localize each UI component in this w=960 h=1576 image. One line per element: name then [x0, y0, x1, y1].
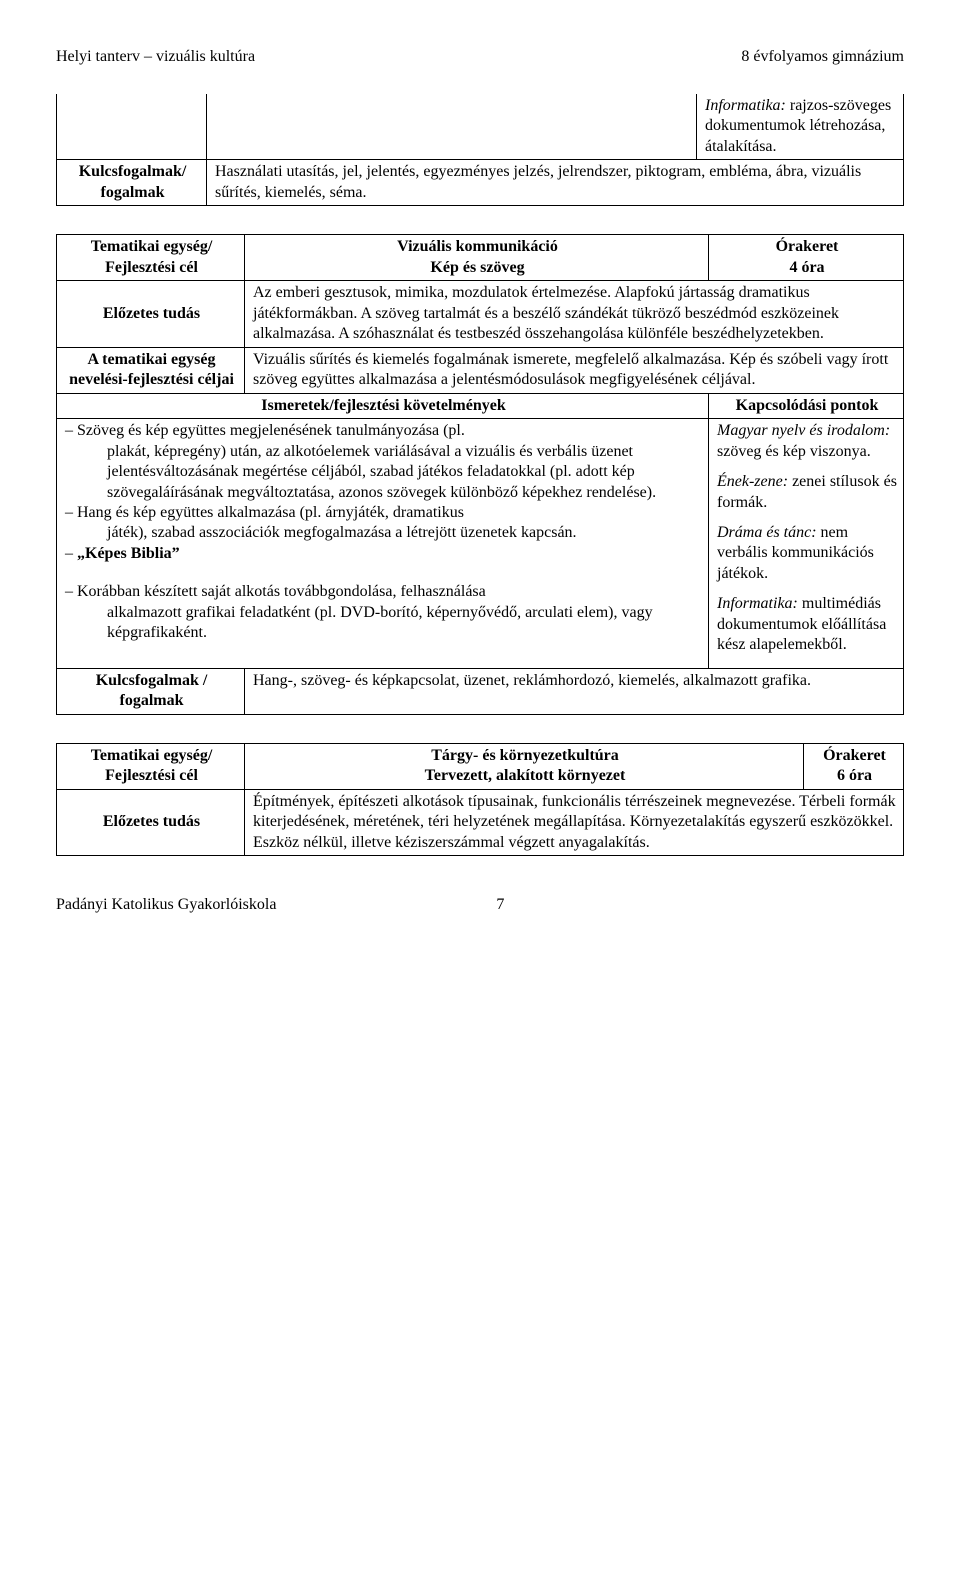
- connect-item: Informatika: multimédiás dokumentumok el…: [717, 594, 897, 655]
- footer-school: Padányi Katolikus Gyakorlóiskola: [56, 896, 276, 914]
- cell-kapcsolodasi-header: Kapcsolódási pontok: [709, 393, 904, 418]
- cell-orakeret: Órakeret 4 óra: [709, 235, 904, 281]
- title-line2: Tervezett, alakított környezet: [425, 767, 626, 784]
- cell-tematikai-label: Tematikai egység/ Fejlesztési cél: [57, 743, 245, 789]
- cell-ismeretek-body: Szöveg és kép együttes megjelenésének ta…: [57, 419, 709, 669]
- table-kulcsfogalmak-top: Informatika: rajzos-szöveges dokumentumo…: [56, 94, 904, 206]
- bullet-item: „Képes Biblia”: [79, 544, 702, 564]
- empty-cell: [207, 94, 697, 160]
- cell-kulcsfogalmak2-label: Kulcsfogalmak / fogalmak: [57, 668, 245, 714]
- page-footer: Padányi Katolikus Gyakorlóiskola 7: [56, 896, 904, 914]
- cell-kulcsfogalmak2-text: Hang-, szöveg- és képkapcsolat, üzenet, …: [245, 668, 904, 714]
- page-header: Helyi tanterv – vizuális kultúra 8 évfol…: [56, 48, 904, 66]
- cell-elozetes-text: Építmények, építészeti alkotások típusai…: [245, 789, 904, 855]
- cell-tematikai-title: Vizuális kommunikáció Kép és szöveg: [245, 235, 709, 281]
- cell-celjai-text: Vizuális sűrítés és kiemelés fogalmának …: [245, 347, 904, 393]
- connect-item: Magyar nyelv és irodalom: szöveg és kép …: [717, 421, 897, 462]
- title-line1: Tárgy- és környezetkultúra: [431, 747, 619, 764]
- orakeret-label: Órakeret: [776, 238, 839, 255]
- orakeret-value: 4 óra: [789, 259, 824, 276]
- bullet-item: Szöveg és kép együttes megjelenésének ta…: [79, 421, 702, 503]
- header-left: Helyi tanterv – vizuális kultúra: [56, 48, 255, 66]
- orakeret-value: 6 óra: [837, 767, 872, 784]
- cell-elozetes-label: Előzetes tudás: [57, 789, 245, 855]
- bullet-list: Szöveg és kép együttes megjelenésének ta…: [65, 421, 702, 644]
- empty-cell: [57, 94, 207, 160]
- orakeret-label: Órakeret: [823, 747, 886, 764]
- footer-page-number: 7: [496, 896, 504, 914]
- table-targy-kornyezet: Tematikai egység/ Fejlesztési cél Tárgy-…: [56, 743, 904, 856]
- cell-ismeretek-header: Ismeretek/fejlesztési követelmények: [57, 393, 709, 418]
- cell-kulcsfogalmak-text: Használati utasítás, jel, jelentés, egye…: [207, 160, 904, 206]
- cell-elozetes-label: Előzetes tudás: [57, 281, 245, 347]
- cell-tematikai-title: Tárgy- és környezetkultúra Tervezett, al…: [245, 743, 804, 789]
- cell-kapcsolodasi-body: Magyar nyelv és irodalom: szöveg és kép …: [709, 419, 904, 669]
- title-line2: Kép és szöveg: [430, 259, 524, 276]
- cell-informatika: Informatika: rajzos-szöveges dokumentumo…: [697, 94, 904, 160]
- bullet-item: Korábban készített saját alkotás továbbg…: [79, 582, 702, 643]
- cell-elozetes-text: Az emberi gesztusok, mimika, mozdulatok …: [245, 281, 904, 347]
- title-line1: Vizuális kommunikáció: [397, 238, 558, 255]
- bullet-item: Hang és kép együttes alkalmazása (pl. ár…: [79, 503, 702, 544]
- table-vizualis-kommunikacio: Tematikai egység/ Fejlesztési cél Vizuál…: [56, 234, 904, 714]
- header-right: 8 évfolyamos gimnázium: [741, 48, 904, 66]
- connect-item: Ének-zene: zenei stílusok és formák.: [717, 472, 897, 513]
- connect-item: Dráma és tánc: nem verbális kommunikáció…: [717, 523, 897, 584]
- cell-tematikai-label: Tematikai egység/ Fejlesztési cél: [57, 235, 245, 281]
- cell-kulcsfogalmak-label: Kulcsfogalmak/ fogalmak: [57, 160, 207, 206]
- cell-orakeret: Órakeret 6 óra: [804, 743, 904, 789]
- label-italic: Informatika:: [705, 97, 786, 114]
- cell-celjai-label: A tematikai egység nevelési-fejlesztési …: [57, 347, 245, 393]
